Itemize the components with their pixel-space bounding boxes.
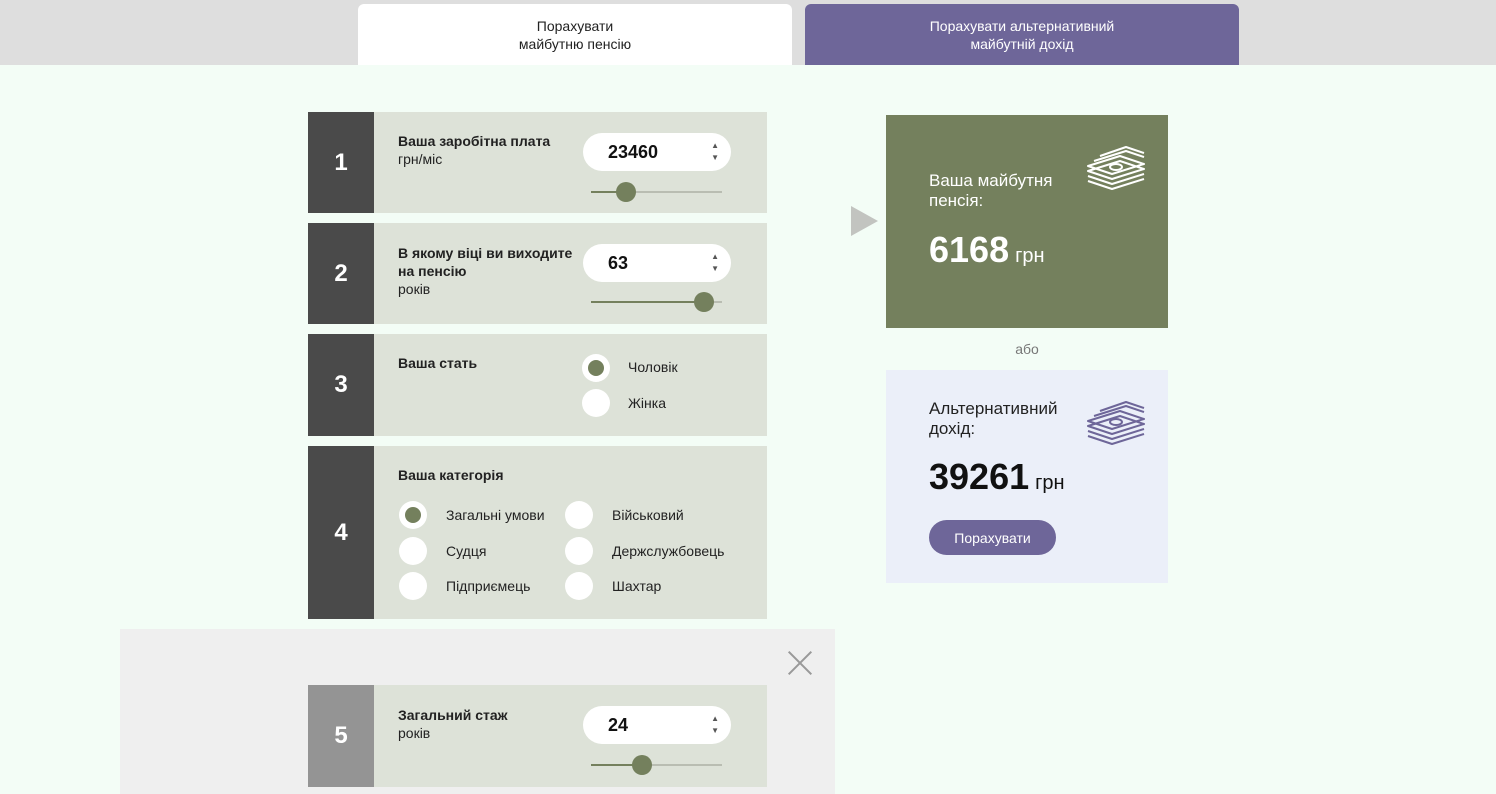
- tab-label-line1: Порахувати альтернативний: [929, 17, 1115, 34]
- step-number: 5: [308, 685, 374, 787]
- spinner-arrows-icon[interactable]: ▲ ▼: [711, 714, 719, 735]
- category-title: Ваша категорія: [398, 467, 504, 483]
- title-line1: Ваша майбутня: [929, 171, 1053, 190]
- title-line2: пенсія:: [929, 191, 984, 210]
- experience-value: 24: [608, 715, 629, 735]
- radio-male-label[interactable]: Чоловік: [628, 359, 678, 375]
- spinner-arrows-icon[interactable]: ▲ ▼: [711, 141, 719, 162]
- tab-label-line2: майбутню пенсію: [518, 35, 632, 52]
- alternative-amount: 39261: [929, 456, 1030, 497]
- experience-title: Загальний стаж: [398, 707, 508, 723]
- salary-value: 23460: [608, 142, 659, 162]
- radio-female-label[interactable]: Жінка: [628, 395, 666, 411]
- step-number: 4: [308, 446, 374, 619]
- age-label: В якому віці ви виходите на пенсію років: [398, 244, 572, 298]
- step-number: 2: [308, 223, 374, 324]
- slider-handle[interactable]: [693, 292, 714, 312]
- alternative-unit: грн: [1035, 472, 1065, 494]
- tab-label-line2: майбутній дохід: [970, 35, 1074, 52]
- radio-civil-servant[interactable]: [565, 537, 593, 565]
- radio-judge-label[interactable]: Судця: [446, 543, 487, 559]
- gender-title: Ваша стать: [398, 355, 478, 371]
- title-line2: дохід:: [929, 419, 976, 438]
- radio-civil-servant-label[interactable]: Держслужбовець: [612, 543, 725, 559]
- salary-slider[interactable]: [591, 182, 722, 202]
- alternative-result-value: 39261 грн: [929, 456, 1065, 498]
- radio-general-label[interactable]: Загальні умови: [446, 507, 545, 523]
- slider-fill: [591, 764, 643, 766]
- tab-calculate-pension[interactable]: Порахувати майбутню пенсію: [358, 4, 792, 65]
- calculate-button[interactable]: Порахувати: [929, 520, 1056, 555]
- radio-miner[interactable]: [565, 572, 593, 600]
- slider-handle[interactable]: [632, 755, 653, 775]
- radio-entrepreneur[interactable]: [399, 572, 427, 600]
- radio-military[interactable]: [565, 501, 593, 529]
- close-icon[interactable]: [787, 650, 813, 676]
- salary-card: 1 Ваша заробітна плата грн/міс 23460 ▲ ▼: [308, 112, 767, 213]
- experience-slider[interactable]: [591, 755, 722, 775]
- radio-military-label[interactable]: Військовий: [612, 507, 684, 523]
- slider-fill: [591, 301, 704, 303]
- or-separator: або: [1015, 341, 1039, 357]
- age-title-line1: В якому віці ви виходите: [398, 245, 573, 261]
- gender-label: Ваша стать: [398, 354, 477, 372]
- radio-miner-label[interactable]: Шахтар: [612, 578, 662, 594]
- tab-label-line1: Порахувати: [536, 17, 614, 34]
- radio-entrepreneur-label[interactable]: Підприємець: [446, 578, 531, 594]
- gender-card: 3 Ваша стать Чоловік Жінка: [308, 334, 767, 436]
- experience-input[interactable]: 24 ▲ ▼: [583, 706, 731, 744]
- age-card: 2 В якому віці ви виходите на пенсію рок…: [308, 223, 767, 324]
- experience-unit: років: [398, 725, 431, 741]
- step-number: 3: [308, 334, 374, 436]
- tab-calculate-alternative[interactable]: Порахувати альтернативний майбутній дохі…: [805, 4, 1239, 65]
- pension-result-panel: Ваша майбутня пенсія: 6168 грн: [886, 115, 1168, 328]
- experience-label: Загальний стаж років: [398, 706, 508, 742]
- age-value: 63: [608, 253, 629, 273]
- slider-handle[interactable]: [616, 182, 637, 202]
- age-slider[interactable]: [591, 292, 722, 312]
- title-line1: Альтернативний: [929, 399, 1058, 418]
- category-label: Ваша категорія: [398, 466, 504, 484]
- salary-label: Ваша заробітна плата грн/міс: [398, 132, 550, 168]
- money-stack-icon: [1087, 401, 1145, 445]
- salary-unit: грн/міс: [398, 151, 443, 167]
- salary-input[interactable]: 23460 ▲ ▼: [583, 133, 731, 171]
- pension-amount: 6168: [929, 229, 1010, 270]
- pension-result-value: 6168 грн: [929, 229, 1045, 271]
- alternative-result-title: Альтернативний дохід:: [929, 399, 1057, 439]
- age-input[interactable]: 63 ▲ ▼: [583, 244, 731, 282]
- age-title-line2: на пенсію: [398, 263, 467, 279]
- radio-general[interactable]: [399, 501, 427, 529]
- radio-judge[interactable]: [399, 537, 427, 565]
- experience-card: 5 Загальний стаж років 24 ▲ ▼: [308, 685, 767, 787]
- alternative-result-panel: Альтернативний дохід: 39261 грн Порахуват…: [886, 370, 1168, 583]
- radio-male[interactable]: [582, 354, 610, 382]
- slider-fill: [591, 191, 627, 193]
- radio-female[interactable]: [582, 389, 610, 417]
- money-stack-icon: [1087, 146, 1145, 190]
- age-unit: років: [398, 281, 431, 297]
- salary-title: Ваша заробітна плата: [398, 133, 551, 149]
- category-card: 4 Ваша категорія Загальні умови Судця Пі…: [308, 446, 767, 619]
- step-number: 1: [308, 112, 374, 213]
- pension-result-title: Ваша майбутня пенсія:: [929, 171, 1053, 211]
- play-arrow-icon: [851, 206, 878, 236]
- pension-unit: грн: [1015, 245, 1045, 267]
- spinner-arrows-icon[interactable]: ▲ ▼: [711, 252, 719, 273]
